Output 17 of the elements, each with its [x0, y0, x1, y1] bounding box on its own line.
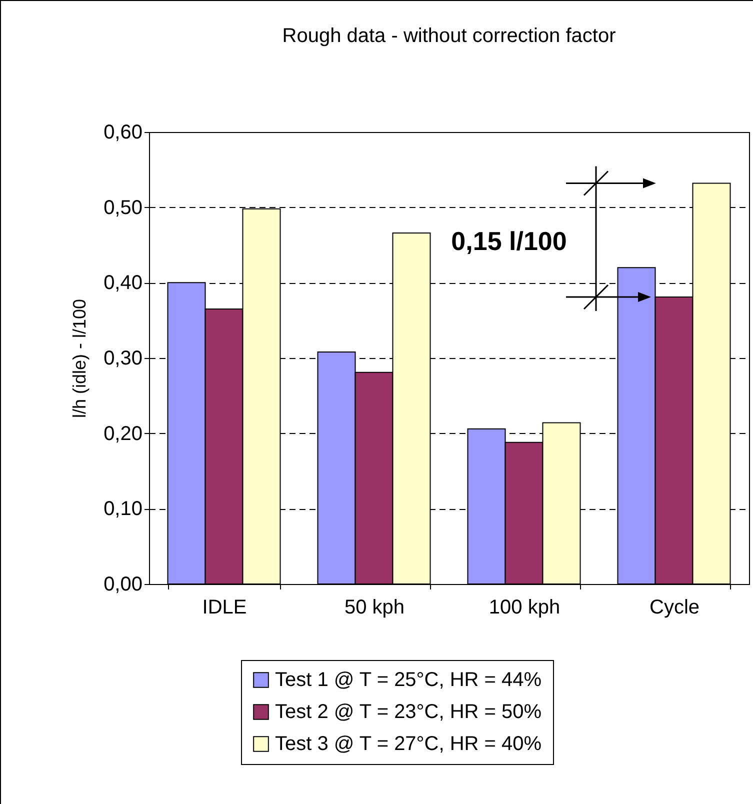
- y-tick-label: 0,50: [104, 196, 142, 219]
- x-tick-label: 100 kph: [488, 596, 560, 618]
- x-tick-label: 50 kph: [344, 596, 405, 618]
- annotation: 0,15 l/100: [451, 226, 567, 256]
- y-tick-label: 0,60: [104, 122, 142, 144]
- x-tick-label: Cycle: [649, 596, 700, 618]
- y-axis-title: l/h (idle) - l/100: [70, 298, 90, 418]
- y-tick-label: 0,00: [104, 574, 142, 596]
- legend-label: Test 2 @ T = 23°C, HR = 50%: [275, 701, 542, 723]
- x-tick-label: IDLE: [202, 596, 247, 618]
- y-tick-label: 0,10: [104, 498, 142, 520]
- chart-title: Rough data - without correction factor: [282, 25, 616, 47]
- legend-label: Test 1 @ T = 25°C, HR = 44%: [275, 669, 542, 691]
- y-tick-label: 0,20: [104, 422, 142, 445]
- legend-label: Test 3 @ T = 27°C, HR = 40%: [275, 733, 542, 755]
- y-tick-label: 0,40: [104, 272, 142, 294]
- y-tick-label: 0,30: [104, 348, 142, 370]
